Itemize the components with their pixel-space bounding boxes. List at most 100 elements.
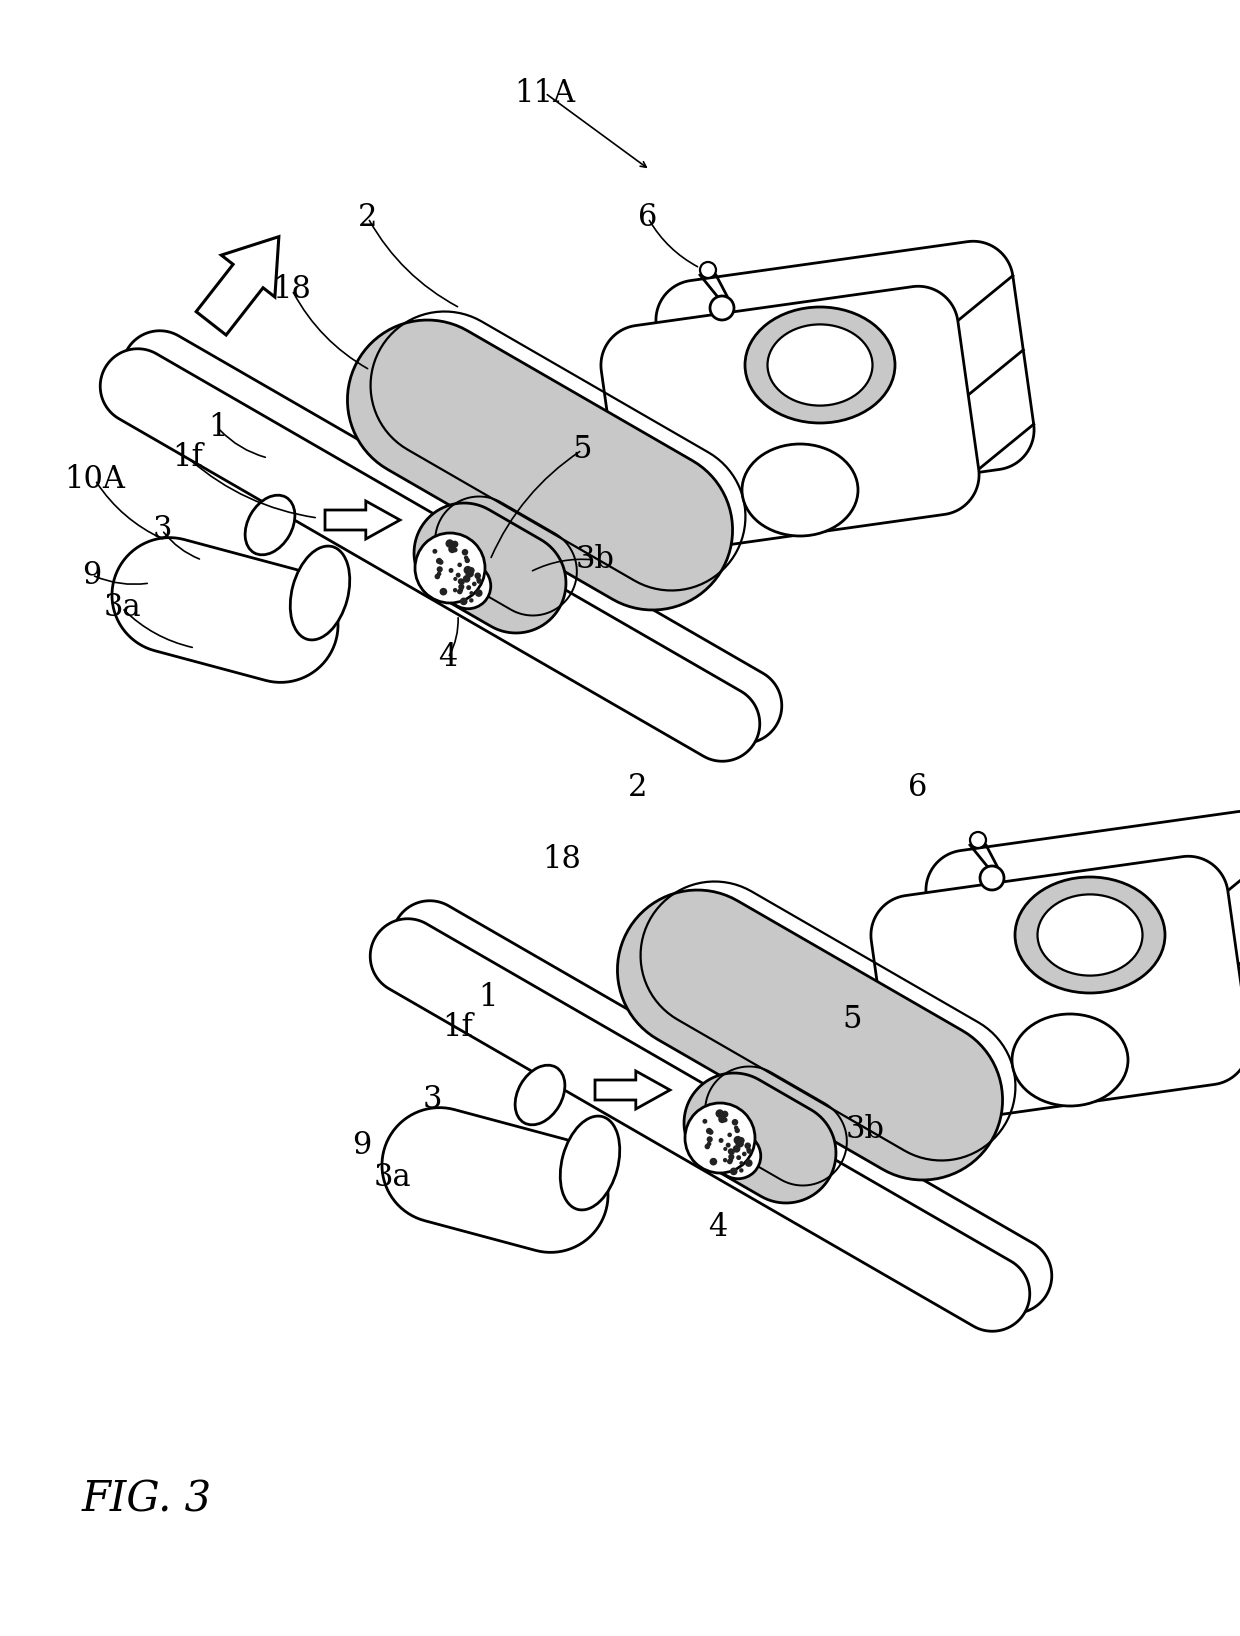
Circle shape [728, 1132, 732, 1137]
Ellipse shape [515, 1065, 565, 1126]
Polygon shape [601, 286, 980, 553]
Circle shape [722, 1111, 728, 1117]
Text: 11A: 11A [515, 77, 575, 108]
Circle shape [737, 1155, 742, 1160]
Circle shape [436, 571, 441, 576]
Circle shape [718, 1116, 727, 1124]
Polygon shape [371, 919, 1029, 1332]
Circle shape [728, 1153, 734, 1160]
Circle shape [476, 578, 481, 581]
Circle shape [727, 1158, 733, 1165]
Circle shape [459, 587, 464, 592]
Circle shape [746, 1148, 751, 1153]
Circle shape [459, 584, 465, 591]
Circle shape [733, 1145, 740, 1153]
Text: 18: 18 [543, 844, 582, 875]
Circle shape [729, 1150, 735, 1155]
Circle shape [458, 589, 463, 594]
Circle shape [738, 1137, 745, 1144]
Circle shape [739, 1162, 744, 1165]
Circle shape [725, 1142, 730, 1147]
Polygon shape [656, 240, 1034, 509]
Circle shape [449, 568, 454, 573]
Circle shape [458, 578, 464, 584]
Circle shape [453, 587, 458, 592]
Text: 9: 9 [352, 1129, 372, 1160]
Circle shape [980, 865, 1004, 890]
Circle shape [732, 1119, 738, 1126]
Polygon shape [392, 901, 1052, 1314]
Text: 3a: 3a [103, 592, 141, 623]
Circle shape [735, 1140, 744, 1148]
Text: 9: 9 [82, 560, 102, 591]
Circle shape [729, 1157, 733, 1162]
Circle shape [734, 1135, 742, 1145]
Text: 10A: 10A [64, 465, 125, 496]
Circle shape [723, 1117, 728, 1122]
Polygon shape [870, 856, 1240, 1124]
Polygon shape [595, 1072, 670, 1109]
Circle shape [707, 1137, 713, 1142]
Ellipse shape [560, 1116, 620, 1211]
Polygon shape [196, 237, 279, 335]
Circle shape [433, 548, 438, 553]
Circle shape [745, 1160, 753, 1166]
Circle shape [456, 573, 460, 578]
Circle shape [475, 589, 482, 597]
Text: 5: 5 [572, 435, 591, 466]
Text: 3b: 3b [575, 545, 615, 576]
Circle shape [706, 1127, 712, 1134]
Circle shape [454, 578, 458, 581]
Text: 6: 6 [909, 772, 928, 803]
Circle shape [438, 560, 444, 564]
Circle shape [746, 1147, 750, 1152]
Circle shape [733, 1121, 737, 1124]
Polygon shape [123, 330, 781, 743]
Text: 1f: 1f [443, 1013, 474, 1044]
Circle shape [448, 545, 456, 553]
Circle shape [453, 548, 458, 553]
Polygon shape [112, 538, 339, 682]
Circle shape [434, 574, 440, 579]
Circle shape [464, 566, 472, 574]
Circle shape [465, 569, 474, 578]
Circle shape [475, 573, 481, 579]
Ellipse shape [742, 443, 858, 537]
Circle shape [469, 573, 474, 576]
Text: 4: 4 [439, 643, 458, 674]
Circle shape [730, 1168, 738, 1175]
Circle shape [470, 591, 474, 596]
Circle shape [445, 540, 454, 548]
Circle shape [723, 1147, 728, 1152]
Ellipse shape [1016, 877, 1166, 993]
Ellipse shape [246, 496, 295, 555]
Circle shape [745, 1144, 749, 1148]
Circle shape [708, 1129, 713, 1135]
Text: 1: 1 [208, 412, 228, 443]
Text: 3b: 3b [846, 1114, 884, 1145]
Circle shape [734, 1126, 739, 1130]
Circle shape [684, 1103, 755, 1173]
Text: 2: 2 [358, 203, 378, 234]
Circle shape [742, 1152, 746, 1157]
Circle shape [458, 563, 463, 568]
Ellipse shape [768, 324, 873, 406]
Circle shape [476, 579, 482, 584]
Polygon shape [926, 811, 1240, 1078]
Circle shape [734, 1127, 740, 1134]
Text: 5: 5 [842, 1005, 862, 1036]
Circle shape [445, 563, 491, 609]
Circle shape [461, 550, 469, 556]
Text: FIG. 3: FIG. 3 [82, 1479, 212, 1521]
Circle shape [475, 574, 480, 578]
Polygon shape [382, 1108, 608, 1253]
Ellipse shape [1038, 895, 1142, 975]
Circle shape [739, 1142, 744, 1147]
Circle shape [451, 540, 459, 548]
Circle shape [436, 558, 443, 564]
Circle shape [715, 1109, 724, 1117]
Circle shape [464, 556, 469, 560]
Text: 4: 4 [708, 1212, 728, 1243]
Circle shape [465, 558, 470, 563]
Polygon shape [100, 348, 760, 761]
